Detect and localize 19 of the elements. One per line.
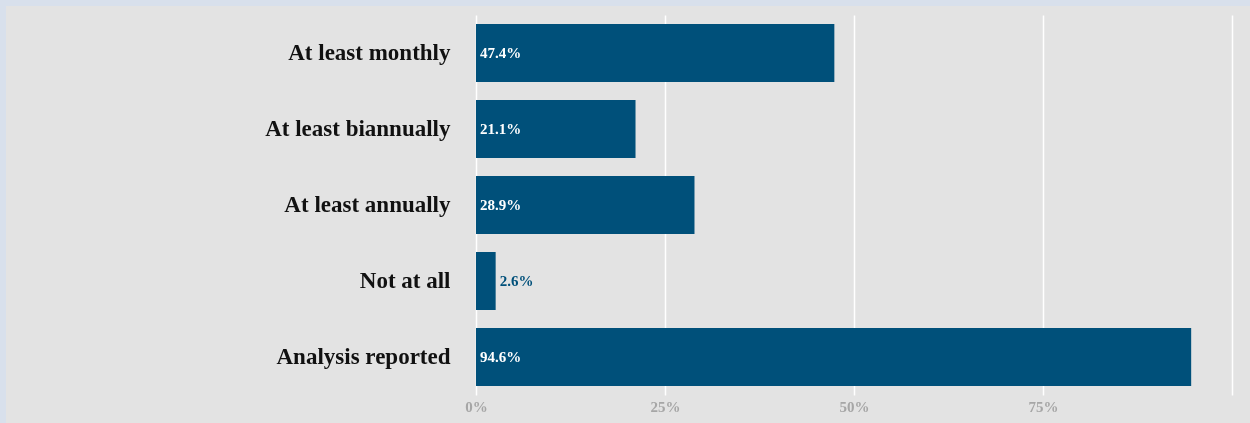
bar	[476, 176, 695, 234]
y-tick-label: Not at all	[359, 268, 451, 293]
data-label: 94.6%	[480, 349, 522, 365]
data-label: 47.4%	[480, 45, 522, 61]
y-tick-label: At least monthly	[288, 40, 451, 65]
x-tick-label: 50%	[839, 398, 870, 415]
bar	[476, 328, 1192, 386]
data-label: 21.1%	[480, 121, 522, 137]
bar	[476, 24, 835, 82]
y-tick-label: At least biannually	[265, 116, 451, 141]
data-label: 28.9%	[480, 197, 522, 213]
bar	[476, 100, 636, 158]
x-tick-label: 25%	[650, 398, 681, 415]
data-label: 2.6%	[499, 273, 534, 289]
x-tick-label: 75%	[1028, 398, 1059, 415]
y-tick-label: Analysis reported	[276, 344, 451, 369]
bar	[476, 252, 496, 310]
y-tick-label: At least annually	[284, 192, 451, 217]
x-tick-label: 0%	[465, 398, 488, 415]
